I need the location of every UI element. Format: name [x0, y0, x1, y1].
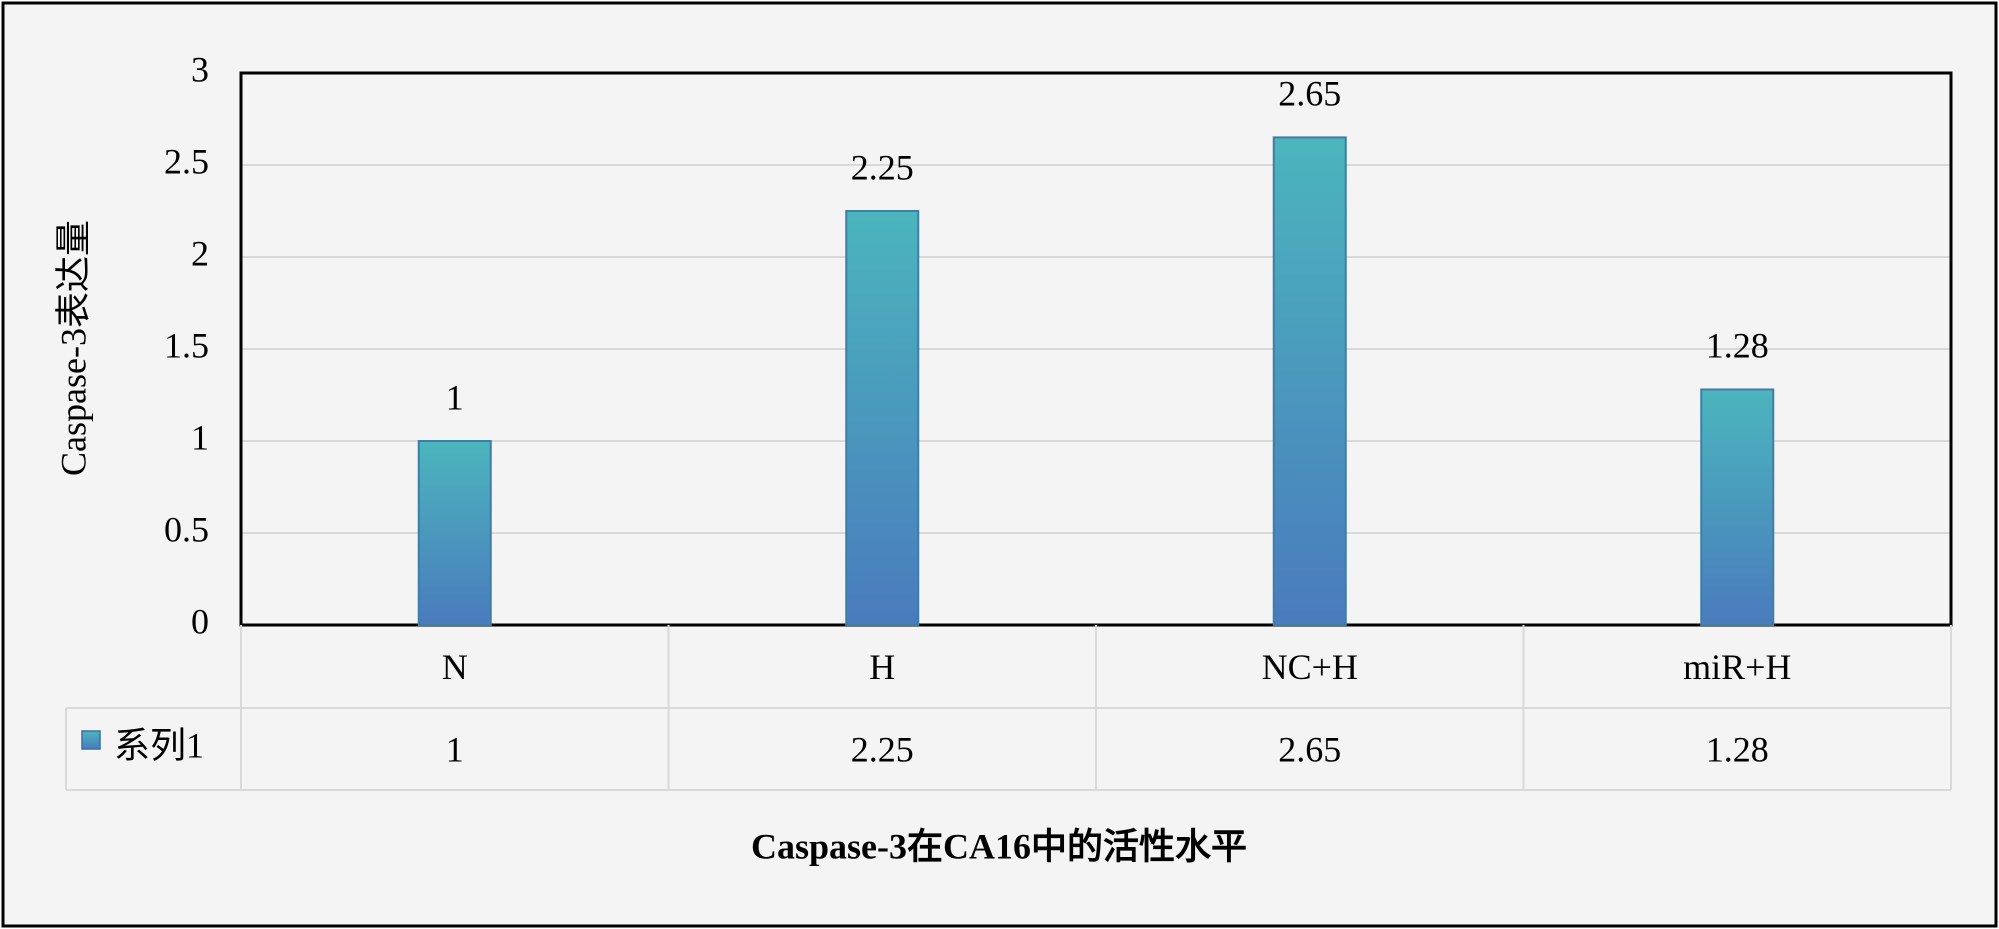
x-tick-label: H: [869, 647, 895, 687]
y-tick-label: 2.5: [164, 141, 209, 181]
y-tick-label: 2: [191, 233, 209, 273]
data-label: 1.28: [1706, 326, 1769, 366]
x-tick-label: N: [442, 647, 468, 687]
data-label: 2.25: [851, 147, 914, 187]
y-tick-label: 0: [191, 601, 209, 641]
legend-label: 系列1: [114, 725, 204, 765]
table-value: 2.25: [851, 729, 914, 769]
y-tick-label: 1: [191, 417, 209, 457]
y-axis-label: Caspase-3表达量: [53, 220, 93, 476]
x-tick-label: NC+H: [1262, 647, 1358, 687]
bar: [417, 440, 492, 626]
bar: [845, 210, 920, 626]
x-tick-label: miR+H: [1683, 647, 1791, 687]
chart-title: Caspase-3在CA16中的活性水平: [751, 826, 1247, 866]
table-value: 1.28: [1706, 729, 1769, 769]
y-tick-label: 0.5: [164, 509, 209, 549]
legend-swatch: [81, 730, 101, 750]
data-label: 1: [446, 377, 464, 417]
bar: [1272, 136, 1347, 626]
bar: [1700, 388, 1775, 627]
table-value: 1: [446, 729, 464, 769]
y-tick-label: 1.5: [164, 325, 209, 365]
table-value: 2.65: [1278, 729, 1341, 769]
y-tick-label: 3: [191, 49, 209, 89]
data-label: 2.65: [1278, 74, 1341, 114]
